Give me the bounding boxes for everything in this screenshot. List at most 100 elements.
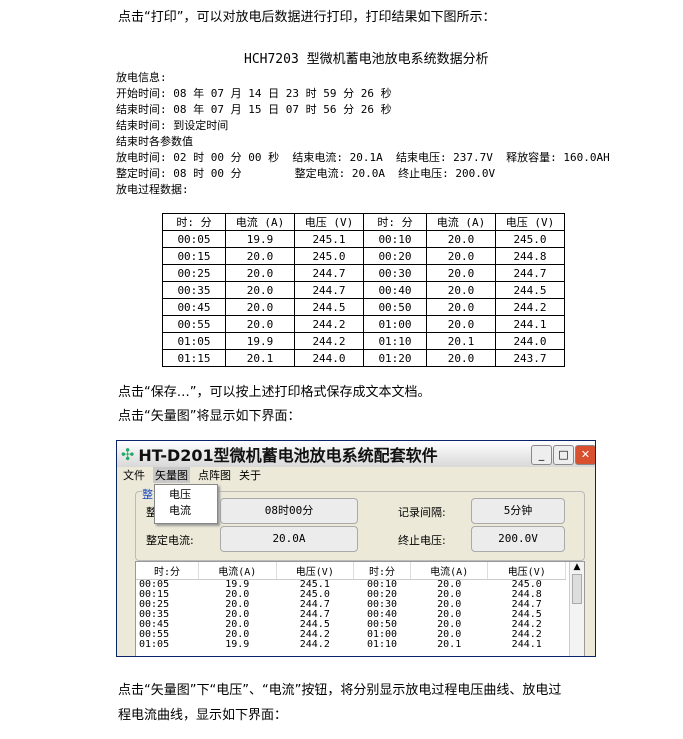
column-header: 电压 (V) [495, 213, 565, 231]
table-cell: 20.0 [426, 247, 496, 265]
minimize-button[interactable]: _ [531, 445, 552, 465]
table-cell: 01:10 [363, 332, 427, 350]
table-cell: 20.0 [225, 599, 250, 610]
report-line: 结束时各参数值 [116, 135, 193, 148]
interval-field[interactable]: 5分钟 [471, 498, 565, 524]
menu-vector[interactable]: 矢量图 [153, 467, 190, 483]
table-row: 00:15 20.0 245.0 00:20 20.0 244.8 [136, 590, 566, 600]
table-cell: 244.2 [511, 629, 542, 640]
table-cell: 20.0 [225, 629, 250, 640]
scroll-thumb[interactable] [572, 574, 582, 604]
menu-about[interactable]: 关于 [239, 469, 261, 482]
table-cell: 20.0 [225, 619, 250, 630]
table-cell: 20.0 [225, 298, 295, 316]
report-line: 开始时间: 08 年 07 月 14 日 23 时 59 分 26 秒 [116, 87, 392, 100]
table-row: 01:05 19.9 244.2 01:10 20.1 244.1 [136, 640, 566, 650]
menu-bar: 文件 矢量图 点阵图 关于 [117, 467, 595, 483]
scrollbar[interactable]: ▲ [569, 562, 584, 656]
table-cell: 244.2 [299, 629, 330, 640]
table-row: 00:15 20.0 245.0 00:20 20.0 244.8 [162, 247, 565, 265]
menu-item-current[interactable]: 电流 [169, 504, 191, 517]
table-cell: 00:50 [366, 619, 398, 630]
table-row: 00:55 20.0 244.2 01:00 20.0 244.2 [136, 630, 566, 640]
report-line: 放电信息: [116, 71, 167, 84]
column-header: 时: 分 [162, 213, 226, 231]
table-cell: 20.0 [426, 315, 496, 333]
table-cell: 20.0 [225, 589, 250, 600]
table-cell: 00:35 [139, 609, 170, 620]
table-cell: 01:10 [366, 639, 398, 650]
column-header: 电压(V) [276, 562, 355, 580]
table-cell: 20.0 [225, 315, 295, 333]
table-cell: 20.0 [225, 264, 295, 282]
table-row: 00:55 20.0 244.2 01:00 20.0 244.1 [162, 315, 565, 333]
table-cell: 244.1 [511, 639, 542, 650]
table-cell: 244.7 [294, 264, 364, 282]
table-cell: 245.0 [294, 247, 364, 265]
table-row: 00:45 20.0 244.5 00:50 20.0 244.2 [162, 298, 565, 316]
table-cell: 00:55 [162, 315, 226, 333]
table-cell: 20.1 [426, 332, 496, 350]
column-header: 电流(A) [410, 562, 489, 580]
menu-file[interactable]: 文件 [123, 469, 145, 482]
table-cell: 243.7 [495, 349, 565, 367]
save-text: 点击“保存…”，可以按上述打印格式保存成文本文档。 [118, 385, 431, 400]
column-header: 电压 (V) [294, 213, 364, 231]
table-cell: 00:45 [139, 619, 170, 630]
table-cell: 20.0 [437, 589, 462, 600]
table-cell: 245.1 [294, 230, 364, 248]
title-bar: ✣ HT-D201型微机蓄电池放电系统配套软件 [117, 441, 595, 467]
table-row: 00:35 20.0 244.7 00:40 20.0 244.5 [136, 610, 566, 620]
table-cell: 20.0 [437, 629, 462, 640]
column-header: 时:分 [136, 562, 200, 580]
column-header: 时:分 [353, 562, 411, 580]
window-data-table: 时:分 电流(A) 电压(V) 时:分 电流(A) 电压(V) 00:05 19.9 245.1… [136, 562, 566, 650]
table-cell: 00:55 [139, 629, 170, 640]
table-cell: 19.9 [225, 639, 250, 650]
table-cell: 245.0 [511, 579, 542, 590]
app-window: ✣ HT-D201型微机蓄电池放电系统配套软件 _ □ ✕ 文件 矢量图 点阵图 … [116, 440, 596, 657]
table-row: 00:05 19.9 245.1 00:10 20.0 245.0 [162, 230, 565, 248]
table-cell: 244.2 [294, 332, 364, 350]
menu-dot[interactable]: 点阵图 [198, 469, 231, 482]
set-current-field[interactable]: 20.0A [220, 526, 358, 552]
table-cell: 20.0 [225, 281, 295, 299]
vector-text: 点击“矢量图”将显示如下界面： [118, 409, 301, 424]
table-cell: 00:05 [139, 579, 170, 590]
table-cell: 244.7 [294, 281, 364, 299]
scroll-up-icon[interactable]: ▲ [573, 562, 581, 572]
table-cell: 244.7 [495, 264, 565, 282]
table-cell: 20.0 [437, 599, 462, 610]
table-cell: 20.0 [437, 619, 462, 630]
settings-group: 整 整 08时00分 记录间隔: 5分钟 整定电流: 20.0A 终止电压: 2… [135, 486, 585, 561]
set-time-field[interactable]: 08时00分 [220, 498, 358, 524]
close-button[interactable]: ✕ [575, 445, 595, 465]
table-cell: 244.7 [511, 599, 542, 610]
table-cell: 244.8 [511, 589, 542, 600]
table-cell: 00:25 [162, 264, 226, 282]
table-cell: 00:50 [363, 298, 427, 316]
bottom-text-2: 程电流曲线，显示如下界面： [118, 708, 288, 723]
table-row: 00:45 20.0 244.5 00:50 20.0 244.2 [136, 620, 566, 630]
table-cell: 20.0 [426, 298, 496, 316]
table-cell: 20.0 [225, 247, 295, 265]
table-cell: 00:25 [139, 599, 170, 610]
table-cell: 20.0 [426, 264, 496, 282]
table-cell: 00:30 [363, 264, 427, 282]
table-cell: 19.9 [225, 332, 295, 350]
table-row: 00:25 20.0 244.7 00:30 20.0 244.7 [162, 264, 565, 282]
data-list: 时:分 电流(A) 电压(V) 时:分 电流(A) 电压(V) 00:05 19.9 245.1… [135, 561, 585, 656]
end-voltage-field[interactable]: 200.0V [471, 526, 565, 552]
column-header: 电流(A) [198, 562, 277, 580]
table-cell: 244.0 [495, 332, 565, 350]
table-cell: 20.0 [426, 230, 496, 248]
intro-text: 点击“打印”，可以对放电后数据进行打印，打印结果如下图所示： [118, 10, 496, 25]
table-cell: 00:40 [363, 281, 427, 299]
menu-item-voltage[interactable]: 电压 [169, 488, 191, 501]
maximize-button[interactable]: □ [553, 445, 574, 465]
table-cell: 244.2 [299, 639, 330, 650]
table-cell: 01:00 [366, 629, 398, 640]
table-cell: 244.7 [299, 609, 330, 620]
table-cell: 245.1 [299, 579, 330, 590]
report-line: 整定时间: 08 时 00 分 整定电流: 20.0A 终止电压: 200.0V [116, 167, 496, 180]
